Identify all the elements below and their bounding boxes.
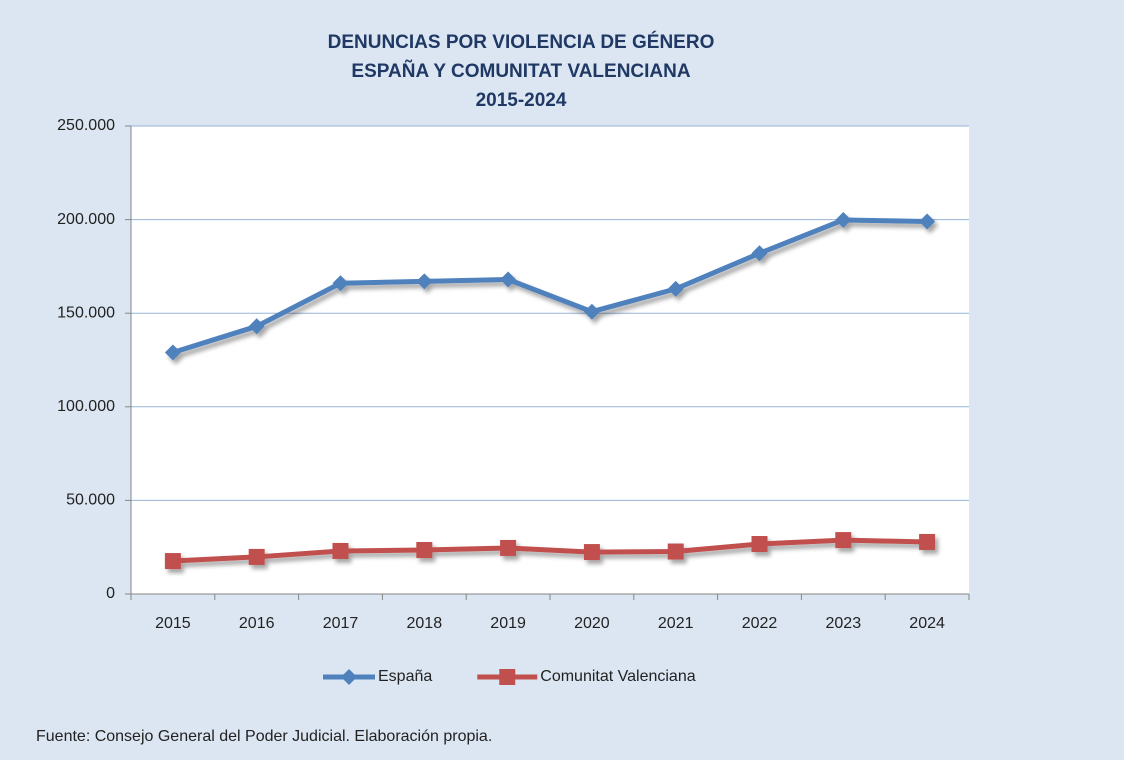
chart-title: DENUNCIAS POR VIOLENCIA DE GÉNERO ESPAÑA… <box>327 32 715 111</box>
x-tick-label: 2015 <box>155 615 191 632</box>
data-point <box>667 543 684 560</box>
data-point <box>751 245 768 262</box>
legend-marker <box>341 669 357 685</box>
data-point <box>583 544 600 561</box>
data-point <box>835 532 852 549</box>
series-line <box>172 537 928 564</box>
source-note: Fuente: Consejo General del Poder Judici… <box>36 728 493 745</box>
y-tick-label: 0 <box>106 585 115 602</box>
plot-area <box>131 126 969 594</box>
x-tick-label: 2018 <box>407 615 443 632</box>
data-point <box>835 211 852 228</box>
data-point <box>416 273 433 290</box>
x-tick-label: 2020 <box>574 615 610 632</box>
y-tick-label: 50.000 <box>66 492 115 509</box>
data-point <box>332 275 349 292</box>
data-point <box>164 344 181 361</box>
data-point <box>416 542 433 559</box>
data-point <box>500 539 517 556</box>
x-tick-label: 2024 <box>909 615 945 632</box>
x-tick-label: 2023 <box>826 615 862 632</box>
y-tick-label: 250.000 <box>57 117 115 134</box>
x-tick-label: 2019 <box>490 615 526 632</box>
y-tick-label: 150.000 <box>57 304 115 321</box>
data-point <box>164 553 181 570</box>
data-point <box>751 536 768 553</box>
data-point <box>248 318 265 335</box>
legend-label: Comunitat Valenciana <box>540 668 695 685</box>
x-tick-label: 2021 <box>658 615 694 632</box>
series <box>164 532 936 570</box>
y-tick-label: 100.000 <box>57 398 115 415</box>
x-tick-label: 2016 <box>239 615 275 632</box>
x-tick-label: 2022 <box>742 615 778 632</box>
x-tick-label: 2017 <box>323 615 359 632</box>
data-point <box>500 271 517 288</box>
data-point <box>667 280 684 297</box>
data-point <box>919 213 936 230</box>
data-point <box>332 542 349 559</box>
series <box>164 211 936 361</box>
data-point <box>919 533 936 550</box>
y-tick-label: 200.000 <box>57 211 115 228</box>
legend-marker <box>499 669 516 685</box>
series-line <box>172 217 928 355</box>
legend-label: España <box>378 668 432 685</box>
data-point <box>583 303 600 320</box>
data-point <box>248 548 265 565</box>
